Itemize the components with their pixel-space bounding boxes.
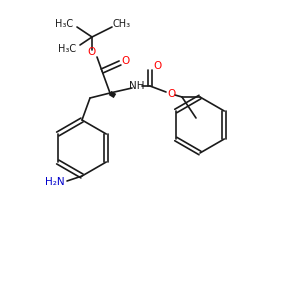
Text: CH₃: CH₃ bbox=[113, 19, 131, 29]
Text: O: O bbox=[88, 47, 96, 57]
Text: H₂N: H₂N bbox=[45, 177, 65, 187]
Text: O: O bbox=[167, 89, 175, 99]
Text: H₃C: H₃C bbox=[55, 19, 73, 29]
Text: H₃C: H₃C bbox=[58, 44, 76, 54]
Text: NH: NH bbox=[129, 81, 145, 91]
Text: O: O bbox=[122, 56, 130, 66]
Text: O: O bbox=[153, 61, 161, 71]
